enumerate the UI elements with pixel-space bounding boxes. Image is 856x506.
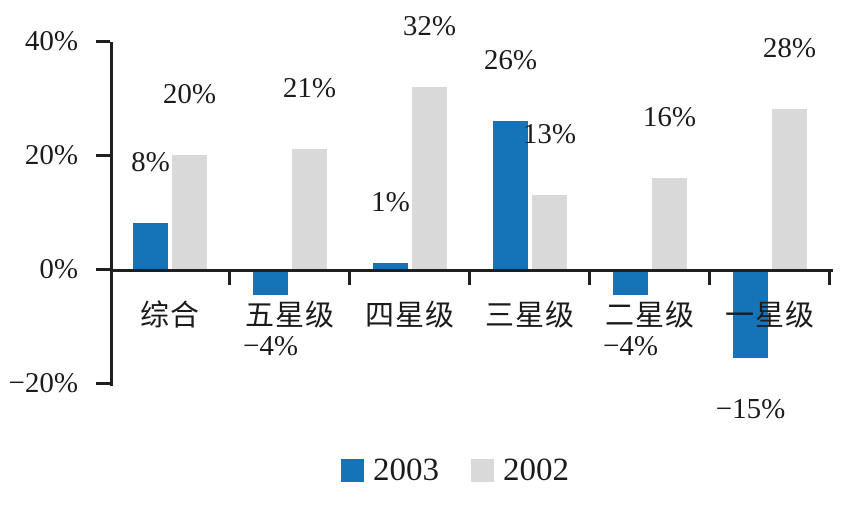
value-label-2002-2: 32% (402, 10, 457, 42)
value-label-2002-3: 13% (522, 118, 577, 150)
x-tick-2 (348, 270, 351, 285)
y-tick-label-1: 20% (24, 139, 78, 171)
value-label-2002-5: 28% (762, 32, 817, 64)
x-tick-6 (828, 270, 831, 285)
y-tick-mark-2 (96, 268, 110, 271)
legend-item-2002: 2002 (471, 452, 569, 489)
value-label-2003-0: 8% (131, 146, 170, 178)
x-axis-line (110, 269, 833, 272)
value-label-2003-1: −4% (242, 330, 299, 362)
bar-2003-4 (613, 272, 648, 295)
bar-2003-0 (133, 223, 168, 269)
value-label-2003-2: 1% (371, 186, 410, 218)
bar-2002-4 (652, 178, 687, 269)
y-tick-label-3: −20% (8, 367, 78, 399)
x-tick-5 (708, 270, 711, 285)
x-tick-1 (228, 270, 231, 285)
category-label-0: 综合 (139, 300, 201, 332)
value-label-2002-4: 16% (642, 101, 697, 133)
bar-2002-2 (412, 87, 447, 269)
category-label-4: 二星级 (604, 300, 696, 332)
legend: 2003 2002 (341, 452, 569, 489)
legend-label-2003: 2003 (373, 452, 439, 488)
value-label-2002-0: 20% (162, 78, 217, 110)
y-tick-label-2: 0% (39, 253, 78, 285)
y-tick-mark-3 (96, 382, 110, 385)
bar-2002-3 (532, 195, 567, 269)
bar-2003-3 (493, 121, 528, 269)
value-label-2003-5: −15% (715, 393, 786, 425)
y-axis-line (110, 42, 113, 386)
bar-2003-5 (733, 272, 768, 358)
bar-2003-2 (373, 263, 408, 269)
category-label-5: 一星级 (724, 300, 816, 332)
legend-item-2003: 2003 (341, 452, 439, 489)
x-tick-3 (468, 270, 471, 285)
value-label-2002-1: 21% (282, 72, 337, 104)
x-tick-4 (588, 270, 591, 285)
legend-swatch-2003 (341, 459, 364, 482)
y-tick-label-0: 40% (24, 25, 78, 57)
bar-2003-1 (253, 272, 288, 295)
value-label-2003-4: −4% (602, 330, 659, 362)
bar-2002-1 (292, 149, 327, 269)
value-label-2003-3: 26% (483, 44, 538, 76)
category-label-1: 五星级 (244, 300, 336, 332)
legend-swatch-2002 (471, 459, 494, 482)
bar-2002-5 (772, 109, 807, 269)
bar-2002-0 (172, 155, 207, 269)
legend-label-2002: 2002 (503, 452, 569, 488)
y-tick-mark-0 (96, 40, 110, 43)
category-label-2: 四星级 (364, 300, 456, 332)
y-tick-mark-1 (96, 154, 110, 157)
category-label-3: 三星级 (484, 300, 576, 332)
